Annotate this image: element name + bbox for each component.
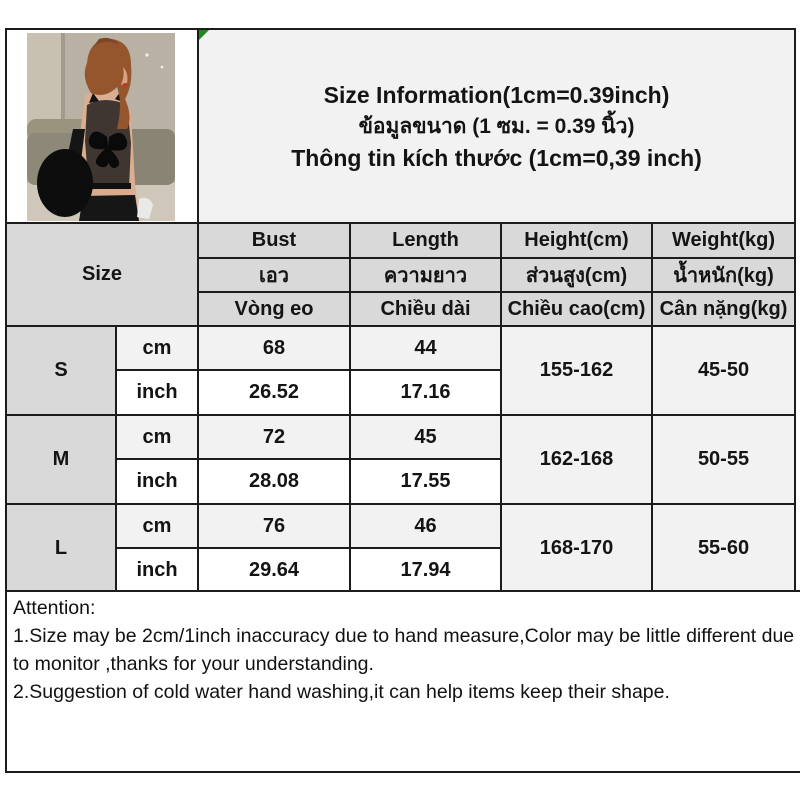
- product-photo: [27, 33, 175, 221]
- attention-note-1: 1.Size may be 2cm/1inch inaccuracy due t…: [13, 625, 795, 675]
- m-bust-cm: 72: [197, 414, 351, 460]
- table-row-l-inch: inch 29.64 17.94: [6, 547, 795, 594]
- title-english: Size Information(1cm=0.39inch): [323, 81, 670, 108]
- size-corner-label: Size: [5, 222, 199, 327]
- col-header-bust-vi: Vòng eo: [197, 291, 351, 327]
- unit-label-cm: cm: [115, 503, 199, 549]
- table-row-s-cm: S cm 68 44 155-162 45-50: [5, 325, 797, 416]
- l-length-cm: 46: [349, 503, 502, 549]
- unit-label-inch: inch: [115, 369, 199, 416]
- col-header-height-en: Height(cm): [500, 222, 653, 259]
- m-length-inch: 17.55: [349, 458, 502, 505]
- s-length-inch: 17.16: [349, 369, 502, 416]
- column-header-row-vi: Vòng eo Chiều dài Chiều cao(cm) Cân nặng…: [6, 291, 797, 327]
- col-header-height-vi: Chiều cao(cm): [500, 291, 653, 327]
- table-row-m-inch: inch 28.08 17.55: [6, 458, 795, 505]
- col-header-length-vi: Chiều dài: [349, 291, 502, 327]
- size-information-title: Size Information(1cm=0.39inch) ข้อมูลขนา…: [196, 28, 797, 224]
- s-weight-range: 45-50: [650, 325, 797, 416]
- col-header-bust-th: เอว: [197, 257, 351, 293]
- col-header-length-en: Length: [349, 222, 502, 259]
- size-label-m: M: [5, 414, 117, 505]
- col-header-weight-vi: Cân nặng(kg): [650, 291, 797, 327]
- column-header-row-th: เอว ความยาว ส่วนสูง(cm) น้ำหนัก(kg): [6, 257, 797, 293]
- col-header-height-th: ส่วนสูง(cm): [500, 257, 653, 293]
- m-bust-inch: 28.08: [197, 458, 351, 505]
- col-header-weight-en: Weight(kg): [650, 222, 797, 259]
- column-header-row-en: Size Bust Length Height(cm) Weight(kg): [5, 222, 797, 327]
- l-bust-inch: 29.64: [197, 547, 351, 594]
- title-thai: ข้อมูลขนาด (1 ซม. = 0.39 นิ้ว): [358, 114, 635, 138]
- attention-notes: Attention: 1.Size may be 2cm/1inch inacc…: [5, 590, 800, 773]
- product-photo-cell: [5, 28, 199, 224]
- m-height-range: 162-168: [500, 414, 653, 505]
- unit-label-inch: inch: [115, 458, 199, 505]
- s-length-cm: 44: [349, 325, 502, 371]
- s-bust-cm: 68: [197, 325, 351, 371]
- attention-title: Attention:: [13, 597, 96, 619]
- s-height-range: 155-162: [500, 325, 653, 416]
- unit-label-cm: cm: [115, 414, 199, 460]
- col-header-weight-th: น้ำหนัก(kg): [650, 257, 797, 293]
- m-weight-range: 50-55: [650, 414, 797, 505]
- header-row: Size Information(1cm=0.39inch) ข้อมูลขนา…: [5, 28, 797, 224]
- col-header-length-th: ความยาว: [349, 257, 502, 293]
- col-header-bust-en: Bust: [197, 222, 351, 259]
- table-row-s-inch: inch 26.52 17.16: [6, 369, 795, 416]
- green-corner-flag-icon: [200, 31, 209, 40]
- table-row-m-cm: M cm 72 45 162-168 50-55: [5, 414, 797, 505]
- unit-label-inch: inch: [115, 547, 199, 594]
- attention-note-2: 2.Suggestion of cold water hand washing,…: [13, 681, 670, 703]
- size-table: Size Information(1cm=0.39inch) ข้อมูลขนา…: [5, 28, 797, 594]
- title-vietnamese: Thông tin kích thước (1cm=0,39 inch): [291, 144, 702, 171]
- table-row-l-cm: L cm 76 46 168-170 55-60: [5, 503, 797, 594]
- s-bust-inch: 26.52: [197, 369, 351, 416]
- size-label-l: L: [5, 503, 117, 594]
- m-length-cm: 45: [349, 414, 502, 460]
- l-bust-cm: 76: [197, 503, 351, 549]
- size-label-s: S: [5, 325, 117, 416]
- l-height-range: 168-170: [500, 503, 653, 594]
- l-weight-range: 55-60: [650, 503, 797, 594]
- unit-label-cm: cm: [115, 325, 199, 371]
- l-length-inch: 17.94: [349, 547, 502, 594]
